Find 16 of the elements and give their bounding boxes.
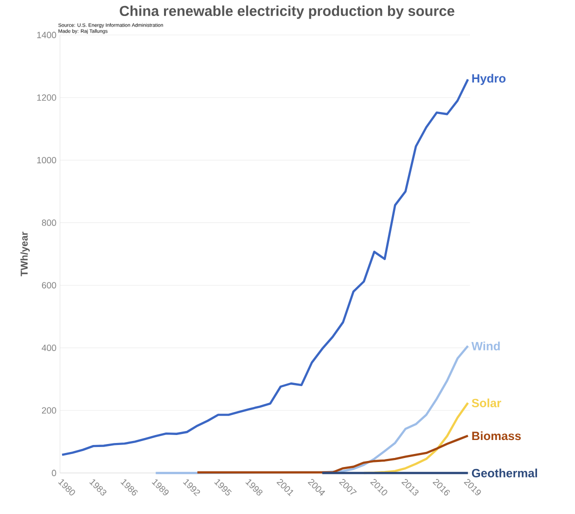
y-axis-title: TWh/year — [20, 232, 30, 276]
y-tick-label: 600 — [42, 282, 56, 288]
chart-title: China renewable electricity production by source — [120, 6, 454, 19]
y-tick-label: 1000 — [37, 156, 56, 164]
series-label: Solar — [472, 398, 502, 408]
y-tick-label: 0 — [52, 470, 56, 476]
line-series — [60, 78, 470, 456]
series-label: Biomass — [472, 431, 521, 440]
y-tick-label: 1200 — [37, 94, 56, 101]
y-tick-label: 200 — [42, 407, 56, 414]
y-tick-label: 800 — [42, 220, 56, 226]
y-tick-label: 400 — [42, 344, 56, 352]
series-label: Hydro — [472, 74, 506, 85]
y-tick-label: 1400 — [37, 32, 56, 38]
series-label: Wind — [471, 342, 500, 350]
series-label: Geothermal — [472, 468, 538, 478]
